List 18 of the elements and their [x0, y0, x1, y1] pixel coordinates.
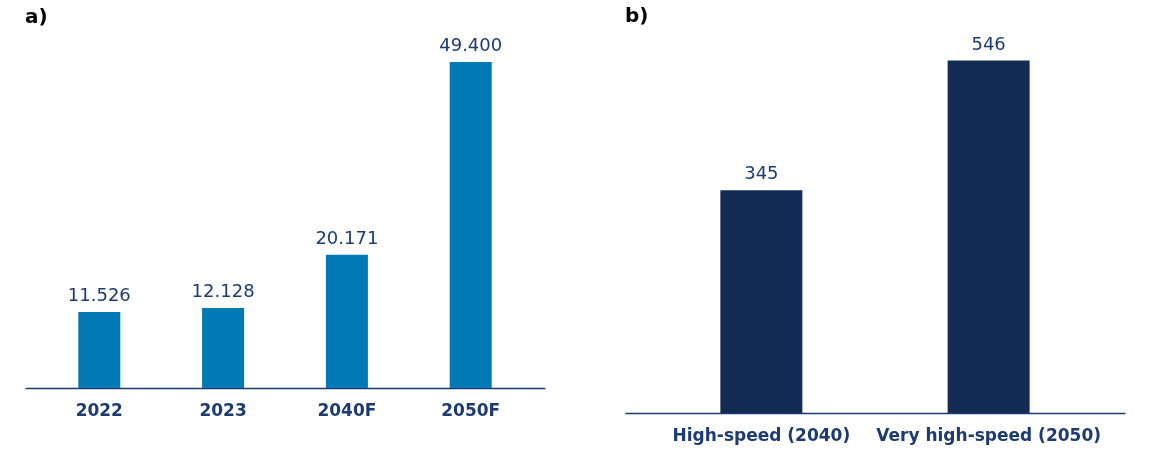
x-tick-label: High-speed (2040)	[672, 424, 851, 445]
data-label: 49.400	[439, 33, 503, 55]
data-label: 546	[971, 32, 1006, 54]
bar	[78, 311, 121, 388]
data-label: 20.171	[315, 226, 379, 248]
x-tick-label: 2023	[199, 399, 247, 420]
chart-title: b)	[625, 2, 649, 27]
x-tick-label: 2040F	[317, 399, 377, 420]
bar	[449, 61, 492, 388]
data-label: 11.526	[67, 283, 131, 305]
x-tick-label: Very high-speed (2050)	[876, 424, 1101, 445]
data-label: 345	[744, 162, 779, 184]
data-label: 12.128	[191, 279, 255, 301]
bar	[202, 307, 245, 388]
x-tick-label: 2050F	[441, 399, 501, 420]
chart-title: a)	[25, 3, 48, 28]
x-tick-label: 2022	[75, 399, 123, 420]
bar	[325, 254, 368, 388]
